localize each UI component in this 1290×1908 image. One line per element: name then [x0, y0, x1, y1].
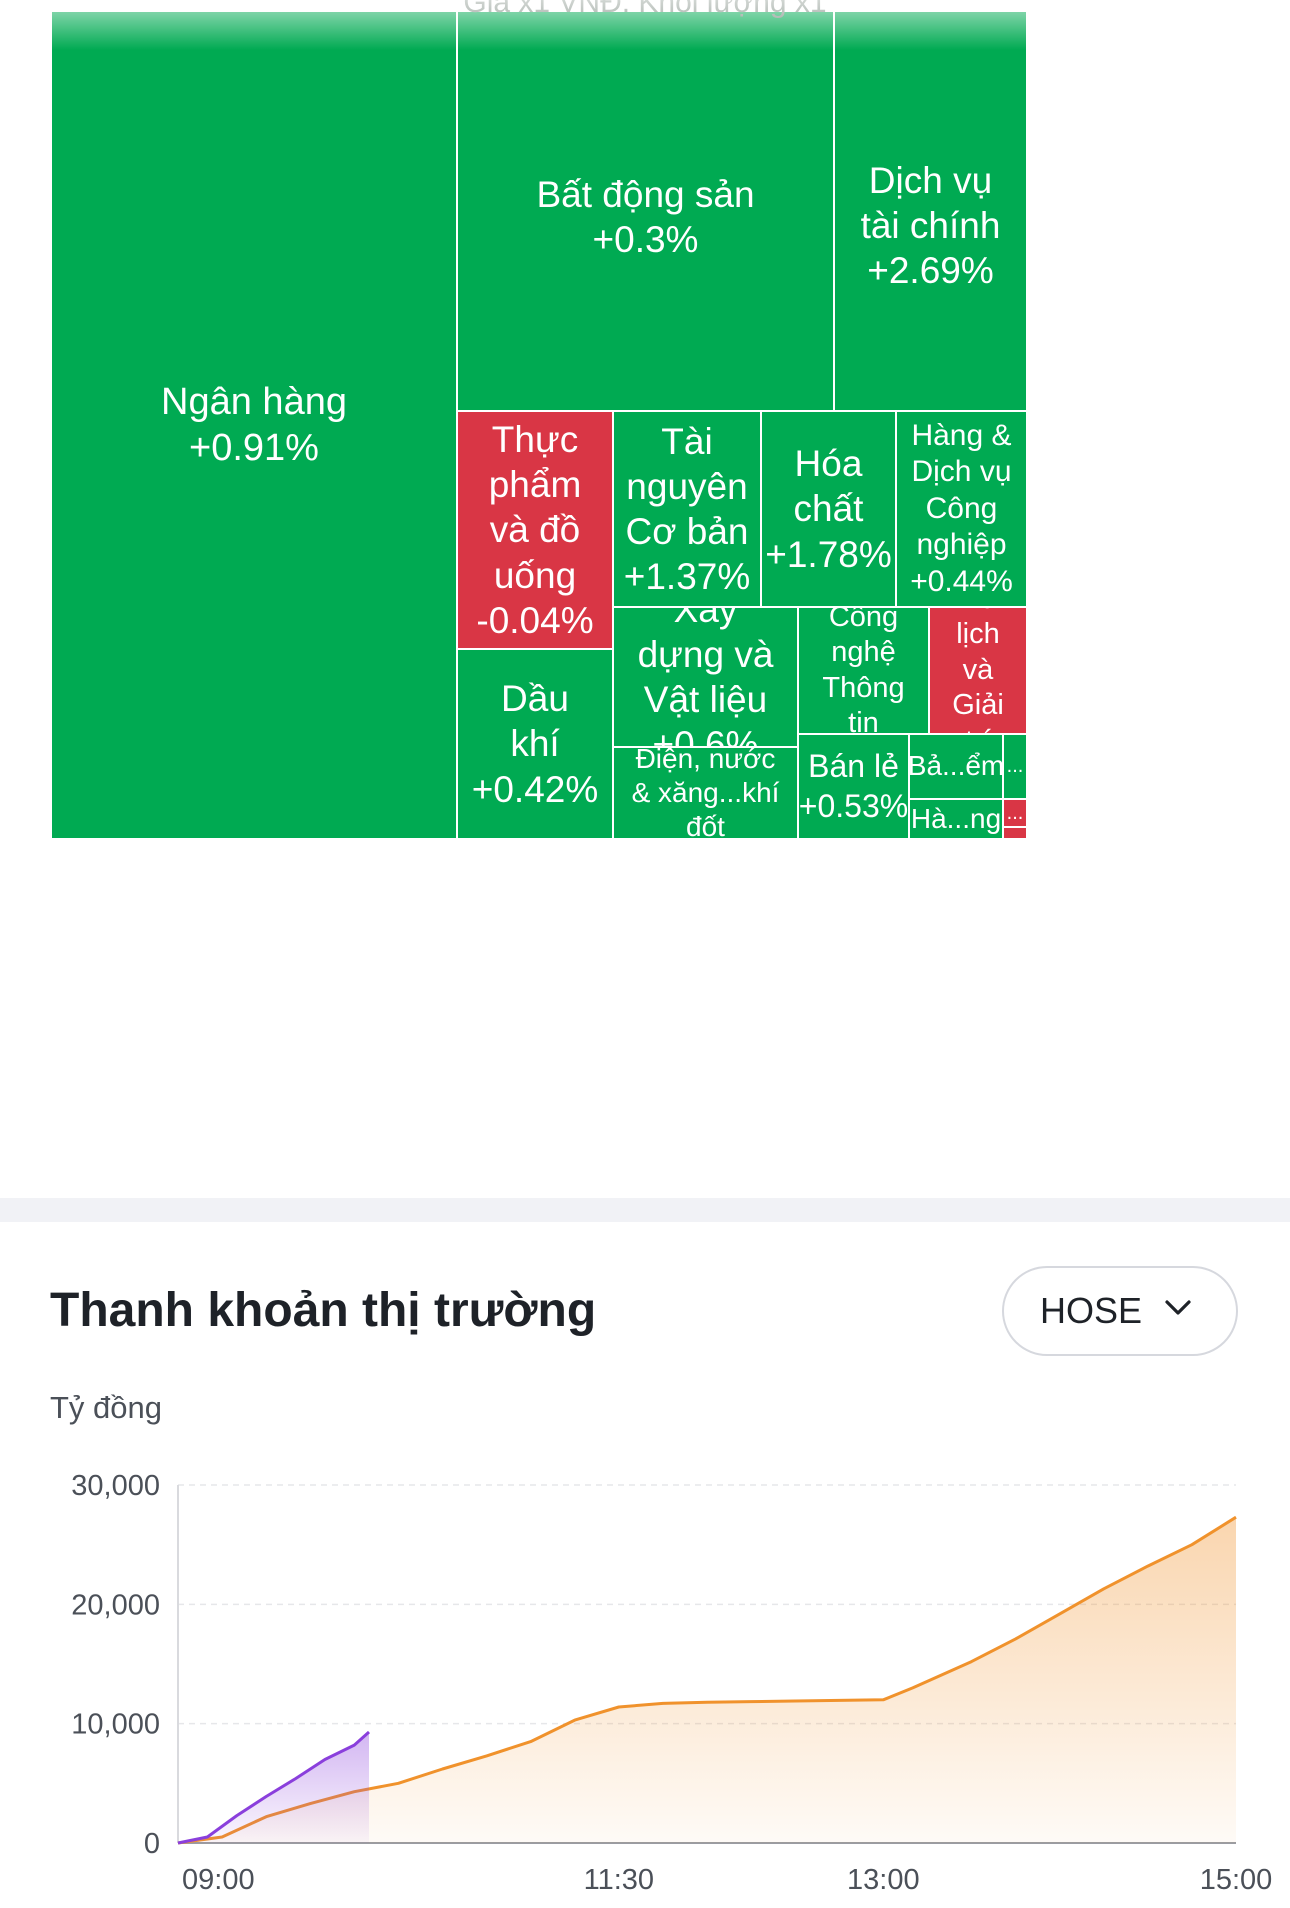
tile-sector-name: Ngân hàng: [161, 380, 347, 423]
tile-sector-name: Bán lẻ: [808, 748, 899, 785]
tile-change: +0.6%: [652, 724, 759, 748]
x-tick-label: 11:30: [584, 1864, 654, 1896]
y-tick-label: 20,000: [71, 1589, 160, 1621]
tile-sector-name: Dịch vụ tài chính: [860, 160, 1001, 247]
treemap-tile-du-lich-giai-tri[interactable]: Du lịch và Giải trí: [928, 606, 1028, 735]
tile-sector-name: Hóa chất: [793, 443, 864, 530]
treemap-tile-tai-nguyen-co-ban[interactable]: Tài nguyên Cơ bản +1.37%: [612, 410, 762, 608]
tile-change: +0.53%: [798, 787, 909, 824]
y-axis-unit: Tỷ đồng: [50, 1390, 163, 1425]
sector-treemap: Ngân hàng +0.91% Bất động sản +0.3% Dịch v…: [50, 0, 1240, 1030]
treemap-tile-thuc-pham-do-uong[interactable]: Thực phẩm và đồ uống -0.04%: [456, 410, 614, 650]
tile-sector-name: ...: [1006, 755, 1024, 778]
treemap-tile-hang-dich-vu-cong-nghiep[interactable]: Hàng & Dịch vụ Công nghiệp +0.44%: [895, 410, 1028, 608]
tile-change: +0.44%: [910, 564, 1013, 598]
treemap-tile-small-1[interactable]: ...: [1002, 733, 1028, 800]
treemap-tile-cong-nghe-thong-tin[interactable]: Công nghệ Thông tin: [797, 606, 930, 735]
tile-sector-name: Tài nguyên Cơ bản: [625, 420, 749, 552]
treemap-tile-dien-nuoc-xang-khi-dot[interactable]: Điện, nước & xăng...khí đốt: [612, 746, 799, 840]
tile-sector-name: Xây dựng và Vật liệu: [637, 606, 774, 720]
tile-sector-name: ...: [1006, 801, 1024, 824]
tile-change: +1.37%: [623, 556, 751, 598]
tile-sector-name: Du lịch và Giải trí: [952, 608, 1004, 733]
exchange-selected-value: HOSE: [1040, 1290, 1143, 1331]
treemap-tile-small-2[interactable]: ...: [1002, 798, 1028, 828]
treemap-tile-dau-khi[interactable]: Dầu khí +0.42%: [456, 648, 614, 840]
tile-sector-name: Bả...ểm: [908, 750, 1004, 782]
tile-change: +0.42%: [471, 768, 599, 810]
treemap-tile-xay-dung-vat-lieu[interactable]: Xây dựng và Vật liệu +0.6%: [612, 606, 799, 748]
tile-sector-name: Điện, nước & xăng...khí đốt: [631, 746, 780, 840]
y-tick-label: 10,000: [71, 1709, 160, 1741]
x-tick-label: 09:00: [182, 1864, 255, 1896]
tile-sector-name: Thực phẩm và đồ uống: [488, 419, 582, 596]
series-area: [178, 1732, 369, 1843]
treemap-tile-ban-le[interactable]: Bán lẻ +0.53%: [797, 733, 910, 840]
series-line: [177, 1730, 370, 1845]
treemap-tile-ngan-hang[interactable]: Ngân hàng +0.91%: [50, 10, 458, 840]
series-area: [178, 1517, 1236, 1843]
section-divider: [0, 1198, 1290, 1222]
tile-sector-name: Dầu khí: [501, 678, 569, 765]
tile-sector-name: Hà...ng: [910, 802, 1002, 834]
x-tick-label: 15:00: [1200, 1864, 1273, 1896]
y-tick-label: 30,000: [71, 1470, 160, 1502]
chevron-down-icon: [1165, 1300, 1191, 1315]
tile-sector-name: Hàng & Dịch vụ Công nghiệp: [911, 418, 1012, 562]
treemap-tile-small-3[interactable]: [1002, 826, 1028, 840]
tile-sector-name: Công nghệ Thông tin: [822, 606, 905, 735]
tile-change: +2.69%: [867, 250, 994, 292]
y-tick-label: 0: [144, 1828, 160, 1860]
tile-change: +0.91%: [189, 427, 319, 469]
x-tick-label: 13:00: [847, 1864, 920, 1896]
exchange-dropdown[interactable]: HOSE: [1002, 1266, 1238, 1356]
treemap-tile-bao-hiem[interactable]: Bả...ểm: [908, 733, 1004, 800]
tile-change: -0.04%: [476, 599, 594, 641]
treemap-tile-hang-ca-nhan[interactable]: Hà...ng: [908, 798, 1004, 840]
tile-change: +1.78%: [765, 533, 892, 575]
tile-sector-name: Bất động sản: [536, 174, 755, 215]
liquidity-chart: 30,000 20,000 10,000 0 09:00 11:30 13:00 15:00: [71, 1470, 1273, 1896]
treemap-tile-dich-vu-tai-chinh[interactable]: Dịch vụ tài chính +2.69%: [833, 10, 1028, 413]
liquidity-title: Thanh khoản thị trường: [50, 1284, 597, 1337]
tile-change: +0.3%: [592, 219, 699, 261]
treemap-tile-hoa-chat[interactable]: Hóa chất +1.78%: [760, 410, 897, 608]
treemap-tile-bat-dong-san[interactable]: Bất động sản +0.3%: [456, 10, 835, 413]
